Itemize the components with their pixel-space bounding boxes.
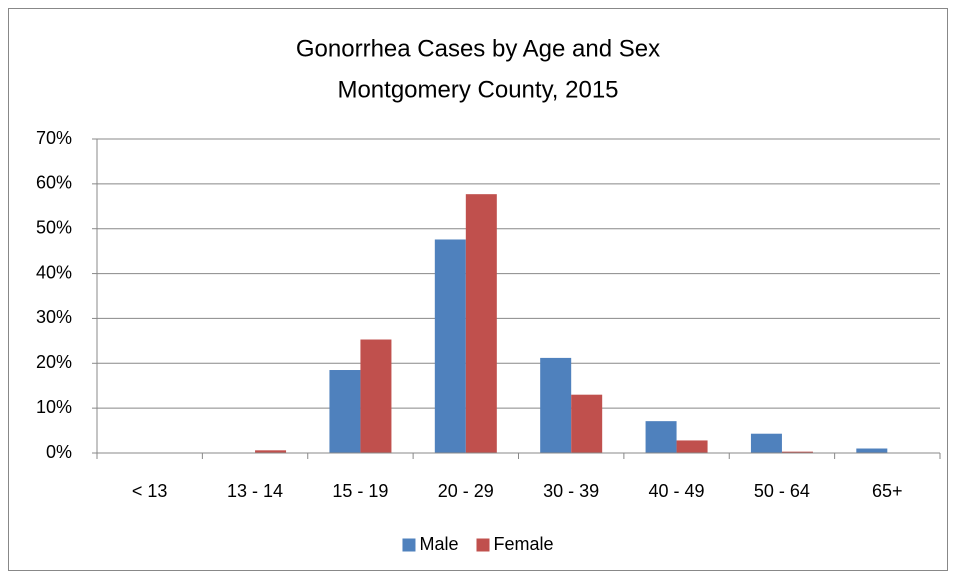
bar [856,448,888,453]
bar [434,239,466,453]
x-tick-label: 50 - 64 [754,481,810,501]
y-tick-label: 20% [36,352,72,372]
bar [676,440,708,453]
y-tick-label: 0% [46,442,72,462]
legend-label: Male [419,534,458,554]
y-tick-label: 70% [36,128,72,148]
bar [645,421,677,453]
x-tick-label: 13 - 14 [227,481,283,501]
y-tick-label: 40% [36,262,72,282]
bar [255,450,287,453]
x-tick-label: 40 - 49 [649,481,705,501]
chart-subtitle: Montgomery County, 2015 [337,76,618,103]
bar [465,194,497,453]
bar [781,451,813,453]
x-tick-label: < 13 [132,481,168,501]
y-tick-label: 60% [36,173,72,193]
bar [571,394,603,453]
bar [540,357,572,453]
bar [360,339,392,453]
bar [329,370,361,453]
y-tick-label: 10% [36,397,72,417]
x-tick-label: 65+ [872,481,903,501]
bar [750,433,782,453]
y-tick-label: 30% [36,307,72,327]
y-tick-label: 50% [36,217,72,237]
legend-swatch [402,538,416,552]
x-tick-label: 20 - 29 [438,481,494,501]
legend-swatch [476,538,490,552]
chart-title: Gonorrhea Cases by Age and Sex [296,35,660,62]
x-tick-label: 30 - 39 [543,481,599,501]
legend-label: Female [493,534,553,554]
x-tick-label: 15 - 19 [332,481,388,501]
